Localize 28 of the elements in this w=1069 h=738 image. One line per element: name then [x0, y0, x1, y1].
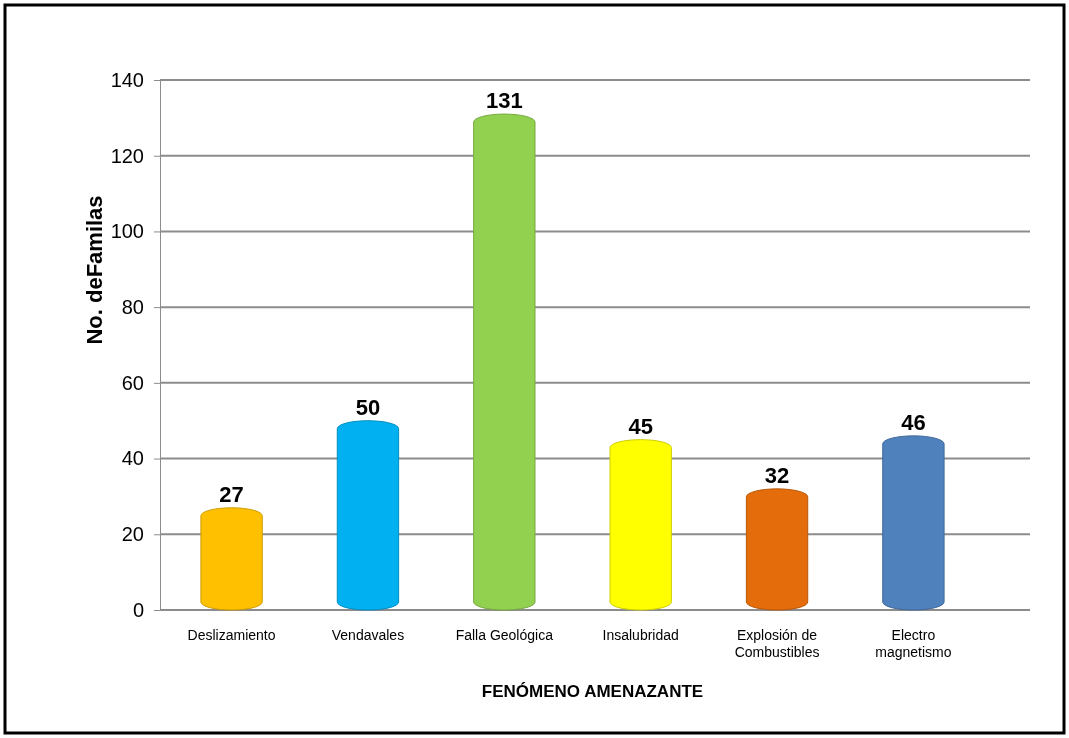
data-label: 50 [355, 394, 381, 420]
y-tick-label: 0 [132, 598, 144, 621]
y-tick-label: 20 [121, 523, 144, 546]
y-tick-label: 100 [110, 220, 144, 243]
x-tick-label: Vendavales [331, 627, 405, 643]
bar [336, 420, 400, 611]
x-tick-label: Electro magnetismo [875, 627, 952, 660]
bar [745, 488, 809, 611]
data-label: 27 [219, 481, 244, 507]
x-axis-title: FENÓMENO AMENAZANTE [481, 682, 704, 701]
x-tick-label: Deslizamiento [187, 627, 276, 643]
data-label: 131 [485, 88, 523, 114]
bar [609, 439, 672, 611]
y-tick-label: 120 [110, 144, 144, 167]
bar [200, 507, 263, 611]
bar [882, 435, 945, 611]
data-label: 46 [901, 409, 926, 435]
y-tick-label: 40 [121, 447, 144, 470]
data-label: 32 [764, 462, 790, 488]
y-axis-title: No. deFamilas [82, 195, 107, 345]
y-tick-label: 60 [121, 371, 144, 394]
y-tick-label: 140 [110, 68, 144, 91]
y-tick-label: 80 [121, 296, 144, 319]
bar [473, 113, 536, 611]
data-label: 45 [628, 413, 653, 439]
x-tick-label: Falla Geológica [455, 627, 554, 643]
x-tick-label: Explosión de Combustibles [734, 627, 820, 660]
x-tick-label: Insalubridad [602, 627, 679, 643]
